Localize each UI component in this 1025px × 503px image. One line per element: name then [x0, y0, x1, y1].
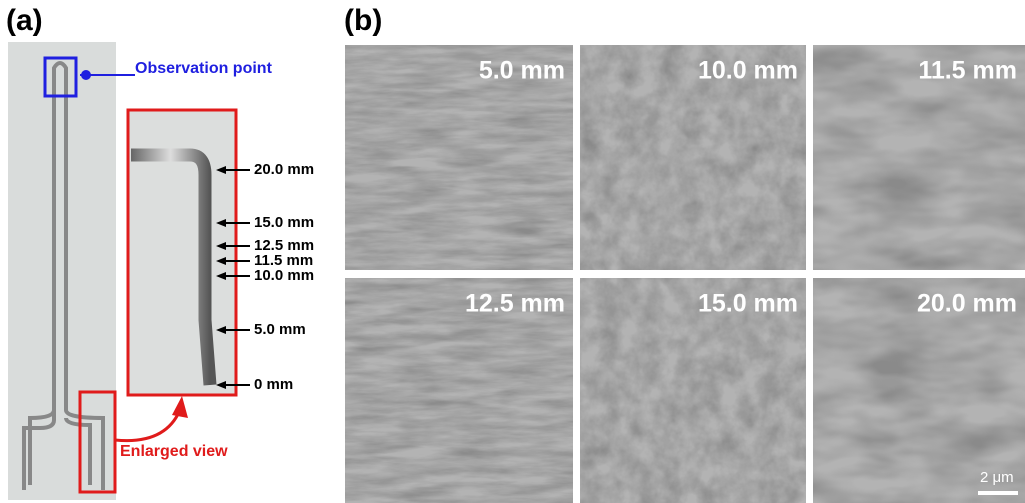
scale-label: 2 μm — [980, 469, 1014, 486]
enlarge-arrowhead — [172, 396, 188, 418]
panel-label: (b) — [344, 4, 382, 37]
figure: (a) (b) Observation point Enlarged view … — [0, 0, 1025, 503]
enlarged-label: Enlarged view — [120, 443, 228, 460]
enlarge-arrow — [115, 410, 180, 441]
tile-label: 12.5 mm — [465, 290, 565, 318]
tile-label: 10.0 mm — [698, 57, 798, 85]
marker-label: 15.0 mm — [254, 214, 314, 231]
marker-label: 0 mm — [254, 376, 293, 393]
tile-label: 11.5 mm — [918, 57, 1017, 85]
observation-label: Observation point — [135, 60, 273, 77]
marker-label: 5.0 mm — [254, 321, 306, 338]
marker-label: 10.0 mm — [254, 267, 314, 284]
tile-label: 15.0 mm — [698, 290, 798, 318]
tile-label: 20.0 mm — [917, 290, 1017, 318]
pointer-dot — [81, 70, 91, 80]
tile-label: 5.0 mm — [479, 57, 565, 85]
marker-label: 20.0 mm — [254, 161, 314, 178]
panel-label: (a) — [6, 4, 43, 37]
